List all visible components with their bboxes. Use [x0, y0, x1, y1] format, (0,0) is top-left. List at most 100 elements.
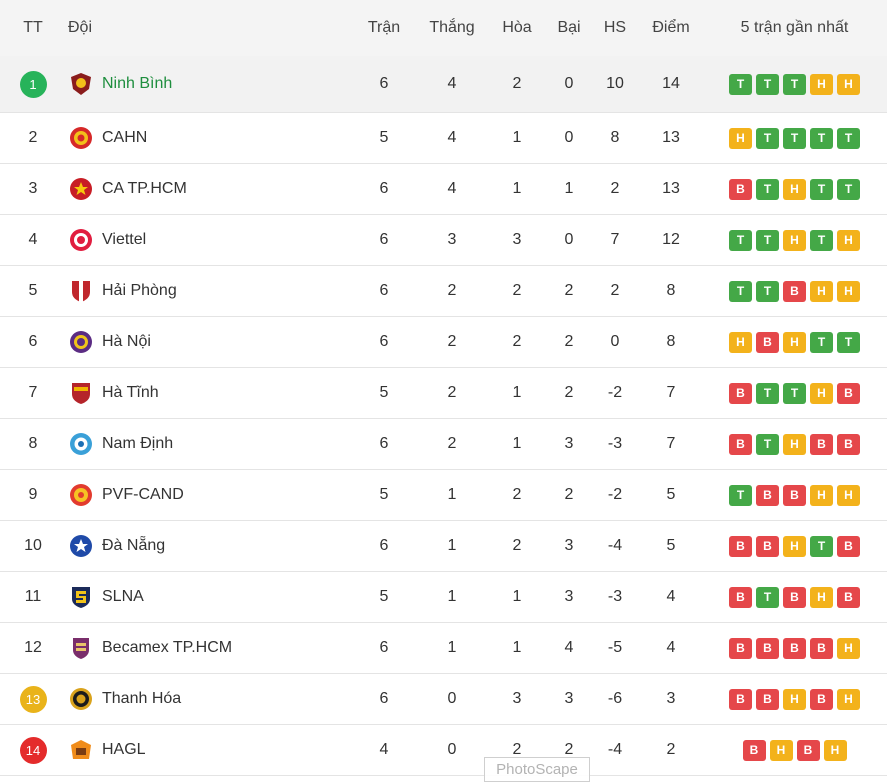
form-badge[interactable]: B: [729, 178, 752, 200]
header-lost[interactable]: Bại: [557, 19, 581, 36]
form-badge[interactable]: T: [729, 73, 752, 95]
team-cell[interactable]: SLNA: [68, 572, 358, 622]
table-row[interactable]: 5 Hải Phòng 6 2 2 2 2 8 T T B H H: [0, 266, 887, 317]
form-badge[interactable]: B: [783, 586, 806, 608]
form-badge[interactable]: T: [783, 73, 806, 95]
form-badge[interactable]: B: [729, 688, 752, 710]
form-badge[interactable]: B: [756, 331, 779, 353]
form-badge[interactable]: B: [837, 433, 860, 455]
form-badge[interactable]: B: [810, 688, 833, 710]
form-badge[interactable]: T: [810, 178, 833, 200]
form-badge[interactable]: B: [837, 382, 860, 404]
team-cell[interactable]: Hà Tĩnh: [68, 368, 358, 418]
team-cell[interactable]: Nam Định: [68, 419, 358, 469]
form-badge[interactable]: H: [837, 73, 860, 95]
form-badge[interactable]: H: [810, 280, 833, 302]
form-badge[interactable]: H: [823, 739, 847, 761]
team-name[interactable]: CAHN: [102, 129, 148, 146]
team-cell[interactable]: Đà Nẵng: [68, 521, 358, 571]
header-tt[interactable]: TT: [23, 19, 43, 36]
team-cell[interactable]: CA TP.HCM: [68, 164, 358, 214]
form-badge[interactable]: B: [756, 637, 779, 659]
team-name[interactable]: Ninh Bình: [102, 75, 173, 92]
header-played[interactable]: Trận: [367, 19, 401, 36]
team-name[interactable]: Hà Tĩnh: [102, 384, 159, 401]
form-badge[interactable]: B: [837, 586, 860, 608]
form-badge[interactable]: B: [810, 433, 833, 455]
form-badge[interactable]: T: [756, 433, 779, 455]
form-badge[interactable]: T: [756, 178, 779, 200]
table-row[interactable]: 4 Viettel 6 3 3 0 7 12 T T H T H: [0, 215, 887, 266]
form-badge[interactable]: H: [810, 382, 833, 404]
form-badge[interactable]: T: [837, 331, 860, 353]
team-name[interactable]: Hà Nội: [102, 333, 151, 350]
team-name[interactable]: CA TP.HCM: [102, 180, 187, 197]
table-row[interactable]: 2 CAHN 5 4 1 0 8 13 H T T T T: [0, 113, 887, 164]
team-name[interactable]: Hải Phòng: [102, 282, 177, 299]
form-badge[interactable]: H: [837, 484, 860, 506]
form-badge[interactable]: B: [783, 637, 806, 659]
form-badge[interactable]: H: [783, 331, 806, 353]
table-row[interactable]: 7 Hà Tĩnh 5 2 1 2 -2 7 B T T H B: [0, 368, 887, 419]
form-badge[interactable]: B: [729, 382, 752, 404]
form-badge[interactable]: H: [783, 535, 806, 557]
team-cell[interactable]: Becamex TP.HCM: [68, 623, 358, 673]
form-badge[interactable]: T: [729, 484, 752, 506]
team-cell[interactable]: HAGL: [68, 725, 358, 775]
form-badge[interactable]: H: [837, 688, 860, 710]
form-badge[interactable]: B: [756, 535, 779, 557]
team-name[interactable]: HAGL: [102, 741, 146, 758]
form-badge[interactable]: H: [783, 433, 806, 455]
header-points[interactable]: Điểm: [652, 19, 690, 36]
table-row[interactable]: 14 HAGL 4 0 2 2 -4 2 B H B H: [0, 725, 887, 776]
form-badge[interactable]: T: [810, 331, 833, 353]
form-badge[interactable]: H: [837, 637, 860, 659]
form-badge[interactable]: T: [837, 178, 860, 200]
form-badge[interactable]: T: [756, 127, 779, 149]
form-badge[interactable]: T: [756, 73, 779, 95]
form-badge[interactable]: B: [756, 484, 779, 506]
form-badge[interactable]: H: [783, 688, 806, 710]
header-goal-difference[interactable]: HS: [603, 19, 627, 36]
form-badge[interactable]: T: [729, 280, 752, 302]
table-row[interactable]: 9 PVF-CAND 5 1 2 2 -2 5 T B B H H: [0, 470, 887, 521]
team-name[interactable]: PVF-CAND: [102, 486, 184, 503]
form-badge[interactable]: T: [783, 382, 806, 404]
team-name[interactable]: Nam Định: [102, 435, 174, 452]
form-badge[interactable]: T: [756, 586, 779, 608]
form-badge[interactable]: T: [756, 280, 779, 302]
form-badge[interactable]: T: [783, 127, 806, 149]
form-badge[interactable]: B: [810, 637, 833, 659]
form-badge[interactable]: H: [783, 229, 806, 251]
form-badge[interactable]: H: [837, 280, 860, 302]
form-badge[interactable]: B: [837, 535, 860, 557]
form-badge[interactable]: H: [810, 73, 833, 95]
form-badge[interactable]: B: [796, 739, 820, 761]
table-row[interactable]: 8 Nam Định 6 2 1 3 -3 7 B T H B B: [0, 419, 887, 470]
table-row[interactable]: 11 SLNA 5 1 1 3 -3 4 B T B H B: [0, 572, 887, 623]
form-badge[interactable]: B: [783, 280, 806, 302]
form-badge[interactable]: H: [729, 127, 752, 149]
header-drawn[interactable]: Hòa: [502, 19, 532, 36]
form-badge[interactable]: T: [837, 127, 860, 149]
form-badge[interactable]: T: [810, 535, 833, 557]
team-name[interactable]: Thanh Hóa: [102, 690, 182, 707]
form-badge[interactable]: T: [756, 229, 779, 251]
form-badge[interactable]: B: [783, 484, 806, 506]
form-badge[interactable]: H: [729, 331, 752, 353]
form-badge[interactable]: H: [783, 178, 806, 200]
header-won[interactable]: Thắng: [429, 19, 475, 36]
team-name[interactable]: Viettel: [102, 231, 147, 248]
form-badge[interactable]: B: [729, 433, 752, 455]
team-cell[interactable]: PVF-CAND: [68, 470, 358, 520]
team-cell[interactable]: Ninh Bình: [68, 56, 358, 112]
form-badge[interactable]: T: [756, 382, 779, 404]
form-badge[interactable]: B: [729, 637, 752, 659]
table-row[interactable]: 3 CA TP.HCM 6 4 1 1 2 13 B T H T T: [0, 164, 887, 215]
table-row[interactable]: 13 Thanh Hóa 6 0 3 3 -6 3 B B H B H: [0, 674, 887, 725]
table-row[interactable]: 6 Hà Nội 6 2 2 2 0 8 H B H T T: [0, 317, 887, 368]
form-badge[interactable]: T: [810, 229, 833, 251]
form-badge[interactable]: H: [810, 586, 833, 608]
team-name[interactable]: Becamex TP.HCM: [102, 639, 233, 656]
form-badge[interactable]: B: [729, 586, 752, 608]
